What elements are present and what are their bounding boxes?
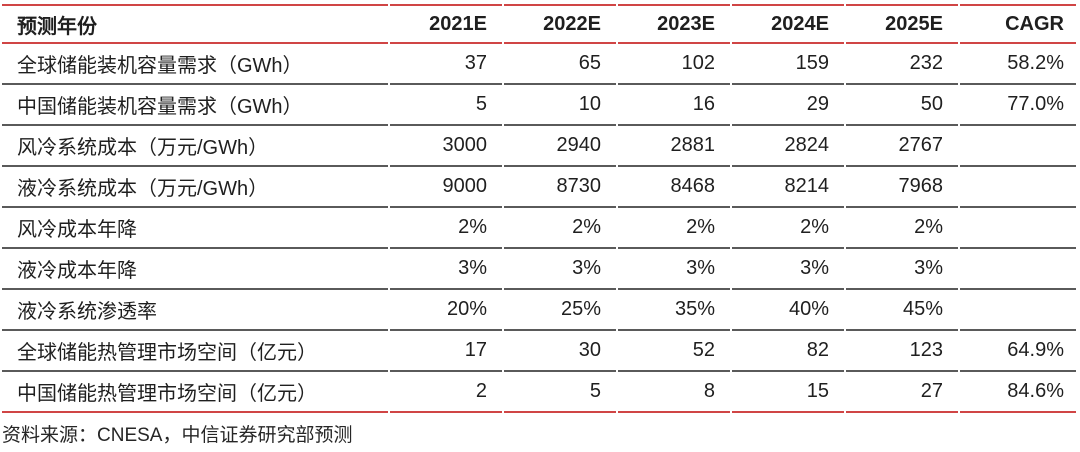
forecast-table: 预测年份 2021E 2022E 2023E 2024E 2025E CAGR 全球储能装机… <box>0 4 1078 413</box>
value-cell: 50 <box>846 85 958 126</box>
table-row: 风冷系统成本（万元/GWh） 3000 2940 2881 2824 2767 <box>2 126 1076 167</box>
header-cell-label: 预测年份 <box>2 4 388 44</box>
table-row: 液冷系统成本（万元/GWh） 9000 8730 8468 8214 7968 <box>2 167 1076 208</box>
value-cell: 27 <box>846 372 958 413</box>
header-cell-year: 2024E <box>732 4 844 44</box>
header-cell-year: 2021E <box>390 4 502 44</box>
row-label-cell: 风冷系统成本（万元/GWh） <box>2 126 388 167</box>
value-cell: 15 <box>732 372 844 413</box>
value-cell: 159 <box>732 44 844 85</box>
value-cell: 123 <box>846 331 958 372</box>
value-cell: 102 <box>618 44 730 85</box>
value-cell: 3% <box>504 249 616 290</box>
value-cell: 25% <box>504 290 616 331</box>
value-cell: 2% <box>390 208 502 249</box>
source-note: 资料来源：CNESA，中信证券研究部预测 <box>2 425 353 446</box>
value-cell: 7968 <box>846 167 958 208</box>
value-cell: 5 <box>504 372 616 413</box>
value-cell: 82 <box>732 331 844 372</box>
row-label-cell: 全球储能装机容量需求（GWh） <box>2 44 388 85</box>
table-row: 风冷成本年降 2% 2% 2% 2% 2% <box>2 208 1076 249</box>
value-cell: 3% <box>618 249 730 290</box>
row-label-cell: 全球储能热管理市场空间（亿元） <box>2 331 388 372</box>
cagr-cell: 77.0% <box>960 85 1076 126</box>
value-cell: 2% <box>846 208 958 249</box>
value-cell: 3% <box>390 249 502 290</box>
value-cell: 45% <box>846 290 958 331</box>
value-cell: 17 <box>390 331 502 372</box>
value-cell: 8468 <box>618 167 730 208</box>
header-cell-year: 2025E <box>846 4 958 44</box>
value-cell: 2% <box>504 208 616 249</box>
value-cell: 65 <box>504 44 616 85</box>
row-label-cell: 液冷成本年降 <box>2 249 388 290</box>
value-cell: 8730 <box>504 167 616 208</box>
value-cell: 8 <box>618 372 730 413</box>
value-cell: 29 <box>732 85 844 126</box>
value-cell: 8214 <box>732 167 844 208</box>
value-cell: 30 <box>504 331 616 372</box>
table-row: 液冷成本年降 3% 3% 3% 3% 3% <box>2 249 1076 290</box>
value-cell: 3000 <box>390 126 502 167</box>
value-cell: 16 <box>618 85 730 126</box>
value-cell: 35% <box>618 290 730 331</box>
row-label-cell: 液冷系统渗透率 <box>2 290 388 331</box>
value-cell: 2 <box>390 372 502 413</box>
value-cell: 52 <box>618 331 730 372</box>
row-label-cell: 中国储能热管理市场空间（亿元） <box>2 372 388 413</box>
cagr-cell <box>960 167 1076 208</box>
row-label-cell: 中国储能装机容量需求（GWh） <box>2 85 388 126</box>
value-cell: 3% <box>732 249 844 290</box>
cagr-cell: 84.6% <box>960 372 1076 413</box>
table-row: 全球储能装机容量需求（GWh） 37 65 102 159 232 58.2% <box>2 44 1076 85</box>
value-cell: 2824 <box>732 126 844 167</box>
value-cell: 2940 <box>504 126 616 167</box>
value-cell: 37 <box>390 44 502 85</box>
value-cell: 9000 <box>390 167 502 208</box>
cagr-cell <box>960 126 1076 167</box>
table-body: 全球储能装机容量需求（GWh） 37 65 102 159 232 58.2% 中国储能装机容… <box>2 44 1076 413</box>
value-cell: 2881 <box>618 126 730 167</box>
cagr-cell: 64.9% <box>960 331 1076 372</box>
value-cell: 3% <box>846 249 958 290</box>
header-cell-year: 2023E <box>618 4 730 44</box>
value-cell: 10 <box>504 85 616 126</box>
cagr-cell <box>960 249 1076 290</box>
header-cell-cagr: CAGR <box>960 4 1076 44</box>
table-row: 中国储能装机容量需求（GWh） 5 10 16 29 50 77.0% <box>2 85 1076 126</box>
value-cell: 2% <box>732 208 844 249</box>
row-label-cell: 液冷系统成本（万元/GWh） <box>2 167 388 208</box>
cagr-cell <box>960 290 1076 331</box>
value-cell: 2767 <box>846 126 958 167</box>
value-cell: 40% <box>732 290 844 331</box>
header-cell-year: 2022E <box>504 4 616 44</box>
table-row: 中国储能热管理市场空间（亿元） 2 5 8 15 27 84.6% <box>2 372 1076 413</box>
cagr-cell: 58.2% <box>960 44 1076 85</box>
header-row: 预测年份 2021E 2022E 2023E 2024E 2025E CAGR <box>2 4 1076 44</box>
cagr-cell <box>960 208 1076 249</box>
value-cell: 2% <box>618 208 730 249</box>
value-cell: 20% <box>390 290 502 331</box>
value-cell: 232 <box>846 44 958 85</box>
table-row: 全球储能热管理市场空间（亿元） 17 30 52 82 123 64.9% <box>2 331 1076 372</box>
table-row: 液冷系统渗透率 20% 25% 35% 40% 45% <box>2 290 1076 331</box>
row-label-cell: 风冷成本年降 <box>2 208 388 249</box>
value-cell: 5 <box>390 85 502 126</box>
